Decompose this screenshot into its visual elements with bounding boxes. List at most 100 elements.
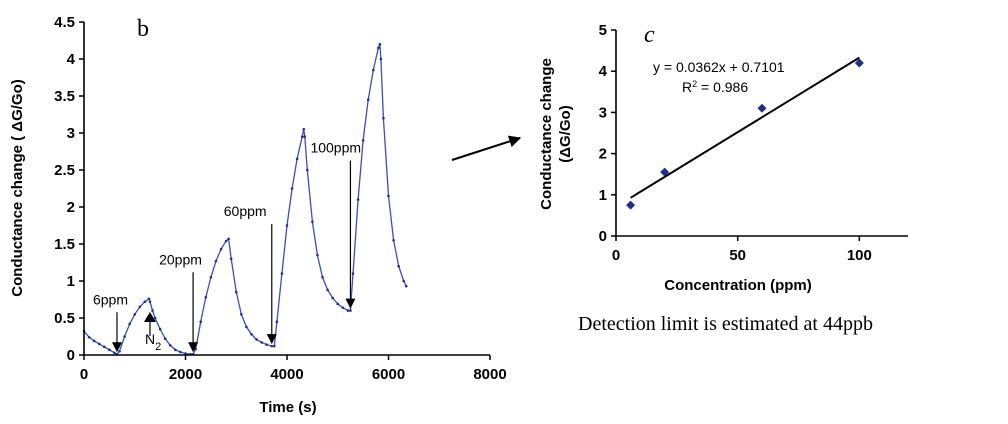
panel-b-y-tick-label: 1.5 bbox=[54, 236, 75, 253]
panel-b-data-point bbox=[300, 135, 304, 138]
down-arrow-icon bbox=[111, 342, 122, 353]
panel-b-letter: b bbox=[137, 16, 149, 42]
panel-b-data-point bbox=[219, 247, 223, 251]
panel-b-data-point bbox=[346, 309, 350, 312]
panel-b-data-point bbox=[303, 135, 307, 138]
panel-b-data-point bbox=[174, 348, 177, 352]
panel-c-data-point bbox=[660, 167, 670, 177]
n2-label-main: N bbox=[145, 331, 155, 347]
panel-b-data-point bbox=[366, 98, 370, 101]
panel-b-data-point bbox=[108, 348, 111, 352]
panel-b-data-point bbox=[331, 296, 334, 300]
panel-b-data-point bbox=[250, 332, 253, 336]
n2-label-sub: 2 bbox=[155, 341, 161, 353]
panel-c-data-point bbox=[854, 58, 864, 68]
panel-b-data-point bbox=[151, 309, 154, 312]
panel-b-data-point bbox=[336, 302, 340, 306]
panel-c-data-point bbox=[626, 200, 636, 210]
panel-b-data-point bbox=[143, 300, 147, 304]
panel-b-data-point bbox=[255, 338, 258, 341]
panel-c-fit-line-path bbox=[630, 56, 860, 199]
panel-b-series-line bbox=[83, 43, 407, 356]
panel-b-data-point bbox=[371, 68, 375, 72]
down-arrow-icon bbox=[266, 334, 277, 345]
panel-b-data-point bbox=[260, 341, 263, 344]
panel-b-y-tick-label: 3 bbox=[67, 125, 75, 142]
panel-b-data-point bbox=[392, 239, 395, 242]
n2-label: N2 bbox=[145, 331, 161, 353]
panel-b-data-point bbox=[199, 320, 203, 324]
dose-label: 60ppm bbox=[224, 203, 267, 219]
panel-b-x-axis-label: Time (s) bbox=[259, 399, 316, 416]
panel-c-x-axis-label: Concentration (ppm) bbox=[664, 277, 812, 294]
panel-c-y-tick-label: 0 bbox=[599, 228, 607, 245]
panel-b-data-point bbox=[275, 320, 279, 324]
panel-b-data-point bbox=[87, 335, 91, 339]
panel-c-y-tick-label: 4 bbox=[599, 63, 608, 80]
panel-b-data-point bbox=[402, 279, 406, 283]
panel-b-x-tick-label: 0 bbox=[80, 366, 88, 383]
down-arrow-icon bbox=[188, 342, 199, 353]
panel-b-y-tick-label: 0 bbox=[67, 347, 75, 364]
panel-b-data-point bbox=[204, 295, 208, 299]
detection-limit-note: Detection limit is estimated at 44ppb bbox=[578, 313, 873, 335]
panel-b-data-point bbox=[184, 352, 187, 355]
panel-b-data-point bbox=[356, 198, 360, 201]
r-squared-exponent: 2 bbox=[692, 79, 697, 89]
panel-b-data-point bbox=[128, 322, 131, 326]
panel-b-data-point bbox=[158, 327, 162, 331]
panel-c-letter: c bbox=[644, 22, 655, 48]
down-arrow-icon bbox=[345, 298, 356, 309]
dose-label: 6ppm bbox=[93, 291, 128, 307]
panel-c-y-tick-label: 5 bbox=[599, 22, 607, 39]
panel-b-x-ticks: 0 2000 4000 6000 8000 bbox=[80, 355, 507, 383]
up-arrow-icon bbox=[143, 312, 156, 322]
panel-b-data-point bbox=[123, 335, 126, 338]
connector-arrow-icon bbox=[451, 135, 522, 161]
panel-b-data-point bbox=[148, 300, 152, 304]
panel-b-data-point bbox=[163, 337, 167, 341]
r-squared-symbol: R bbox=[682, 79, 692, 95]
panel-c-y-tick-label: 2 bbox=[599, 146, 607, 163]
panel-b-chart: b 0 0.5 1 1.5 2 2.5 3 3.5 4 4.5 0 2000 4000 6000 8000… bbox=[9, 14, 507, 416]
panel-c-fit-line bbox=[630, 56, 860, 199]
panel-b-data-point bbox=[377, 46, 380, 50]
panel-b-y-tick-label: 4.5 bbox=[54, 14, 75, 31]
panel-b-data-point bbox=[361, 139, 365, 142]
panel-b-data-point bbox=[387, 194, 390, 198]
panel-b-data-point bbox=[113, 351, 116, 355]
panel-b-event-markers: 6ppm 20ppm 60ppm 100ppm N2 bbox=[93, 140, 361, 353]
panel-b-data-point bbox=[214, 259, 218, 263]
panel-b-data-point bbox=[179, 350, 182, 354]
panel-b-series bbox=[82, 42, 408, 356]
panel-b-y-tick-label: 2 bbox=[67, 199, 75, 216]
panel-b-data-point bbox=[265, 343, 269, 346]
panel-b-data-point bbox=[316, 253, 319, 257]
panel-b-data-point bbox=[295, 157, 299, 161]
panel-b-x-tick-label: 8000 bbox=[473, 366, 506, 383]
panel-b-data-point bbox=[92, 339, 96, 343]
r-squared: R2 = 0.986 bbox=[682, 79, 748, 95]
panel-b-data-point bbox=[302, 128, 306, 131]
panel-b-data-point bbox=[326, 288, 329, 292]
panel-c-x-tick-label: 50 bbox=[729, 247, 746, 264]
panel-b-y-tick-label: 1 bbox=[67, 273, 75, 290]
panel-c-points bbox=[626, 58, 864, 210]
panel-c-x-ticks: 0 50 100 bbox=[612, 236, 872, 264]
panel-b-x-tick-label: 6000 bbox=[372, 366, 405, 383]
panel-b-data-point bbox=[382, 116, 385, 120]
panel-b-data-point bbox=[153, 316, 157, 320]
panel-b-data-point bbox=[97, 342, 101, 346]
panel-c-y-tick-label: 1 bbox=[599, 187, 607, 204]
panel-b-data-point bbox=[290, 187, 294, 190]
panel-c-y-tick-label: 3 bbox=[599, 104, 607, 121]
panel-b-x-tick-label: 4000 bbox=[270, 366, 303, 383]
panel-b-data-point bbox=[321, 276, 324, 279]
panel-c-data-point bbox=[757, 103, 767, 113]
panel-b-data-point bbox=[273, 344, 276, 348]
panel-b-data-point bbox=[285, 224, 289, 227]
r-squared-value: = 0.986 bbox=[697, 79, 748, 95]
panel-b-data-point bbox=[245, 325, 248, 329]
panel-b-data-point bbox=[234, 290, 238, 294]
